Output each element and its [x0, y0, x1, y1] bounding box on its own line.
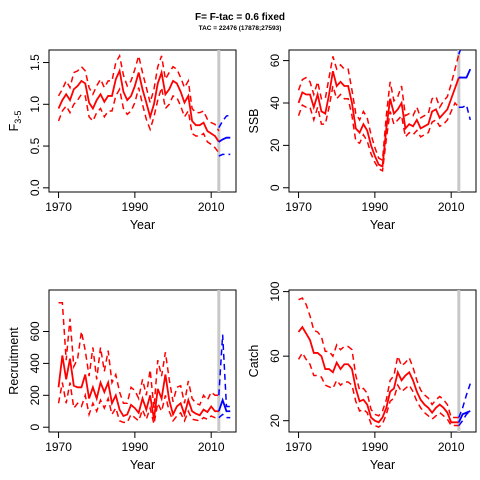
historical-lower-bound-line	[297, 85, 460, 173]
projection-upper-bound-line	[458, 383, 471, 418]
historical-estimate-line	[297, 325, 459, 424]
historical-estimate-line	[57, 67, 220, 143]
series-group	[297, 50, 472, 173]
plot-box	[288, 49, 477, 193]
historical-upper-bound-line	[58, 302, 219, 409]
x-tick-label: 1970	[45, 200, 72, 214]
plot-box	[48, 49, 237, 193]
panel-ssb: 1970 1990 2010 0 20 40 60 Year SSB	[247, 49, 477, 232]
x-tick-label: 1990	[122, 200, 149, 214]
x-tick-label: 2010	[438, 440, 465, 454]
y-tick-label: 0.5	[28, 137, 42, 154]
x-tick-label: 2010	[198, 200, 225, 214]
x-tick-label: 2010	[438, 200, 465, 214]
x-tick-label: 2010	[198, 440, 225, 454]
historical-estimate-line	[297, 70, 460, 169]
y-tick-label: 1.0	[28, 96, 42, 113]
panels-group: 1970 1990 2010 0.0 0.5 1.0 1.5 Year F3-5 1970 1990…	[7, 49, 477, 472]
projection-upper-bound-line	[218, 334, 231, 408]
y-tick-label: 20	[268, 138, 282, 152]
y-tick-label: 1.5	[28, 54, 42, 71]
figure-title: F= F-tac = 0.6 fixed	[195, 12, 285, 23]
y-axis-label: Recruitment	[7, 327, 21, 395]
historical-lower-bound-line	[297, 351, 459, 429]
projection-lower-bound-line	[458, 103, 472, 121]
panel-catch: 1970 1990 2010 20 60 100 Year Catch	[247, 281, 477, 472]
y-tick-label: 0	[28, 424, 42, 431]
historical-upper-bound-line	[297, 54, 460, 162]
x-tick-label: 1990	[122, 440, 149, 454]
y-tick-label: 100	[268, 281, 282, 301]
y-axis-label: SSB	[247, 108, 261, 133]
y-axis-label: Catch	[247, 345, 261, 378]
y-tick-label: 600	[28, 321, 42, 341]
projection-estimate-line	[217, 397, 231, 413]
panel-recruitment: 1970 1990 2010 0 200 400 600 Year Recruitment	[7, 289, 237, 472]
projection-lower-bound-line	[458, 410, 471, 427]
projection-lower-bound-line	[218, 413, 231, 419]
historical-upper-bound-line	[57, 53, 220, 132]
historical-lower-bound-line	[57, 87, 220, 154]
y-axis-label: F3-5	[7, 111, 23, 132]
y-tick-label: 0	[268, 184, 282, 191]
series-group	[297, 297, 471, 429]
x-tick-label: 1970	[285, 200, 312, 214]
x-tick-label: 1990	[362, 440, 389, 454]
y-tick-label: 0.0	[28, 179, 42, 196]
panel-f: 1970 1990 2010 0.0 0.5 1.0 1.5 Year F3-5	[7, 49, 237, 232]
figure-subtitle: TAC = 22476 (17878;27593)	[199, 25, 282, 32]
historical-lower-bound-line	[57, 382, 219, 425]
series-group	[57, 53, 231, 157]
y-tick-label: 200	[28, 385, 42, 405]
x-axis-label: Year	[370, 218, 395, 232]
y-tick-label: 60	[268, 54, 282, 68]
y-tick-label: 40	[268, 96, 282, 110]
series-group	[57, 302, 231, 425]
historical-upper-bound-line	[298, 297, 459, 419]
x-axis-label: Year	[370, 458, 395, 472]
projection-estimate-line	[458, 68, 472, 79]
y-tick-label: 20	[268, 414, 282, 428]
projection-estimate-line	[458, 410, 471, 423]
x-tick-label: 1970	[45, 440, 72, 454]
y-tick-label: 60	[268, 349, 282, 363]
projection-lower-bound-line	[218, 153, 231, 157]
x-axis-label: Year	[130, 458, 155, 472]
y-tick-label: 400	[28, 353, 42, 373]
x-tick-label: 1990	[362, 200, 389, 214]
plot-box	[288, 289, 477, 433]
x-tick-label: 1970	[285, 440, 312, 454]
plot-box	[48, 289, 237, 433]
projection-upper-bound-line	[218, 114, 231, 129]
historical-estimate-line	[57, 355, 219, 420]
x-axis-label: Year	[130, 218, 155, 232]
projection-estimate-line	[218, 136, 231, 143]
